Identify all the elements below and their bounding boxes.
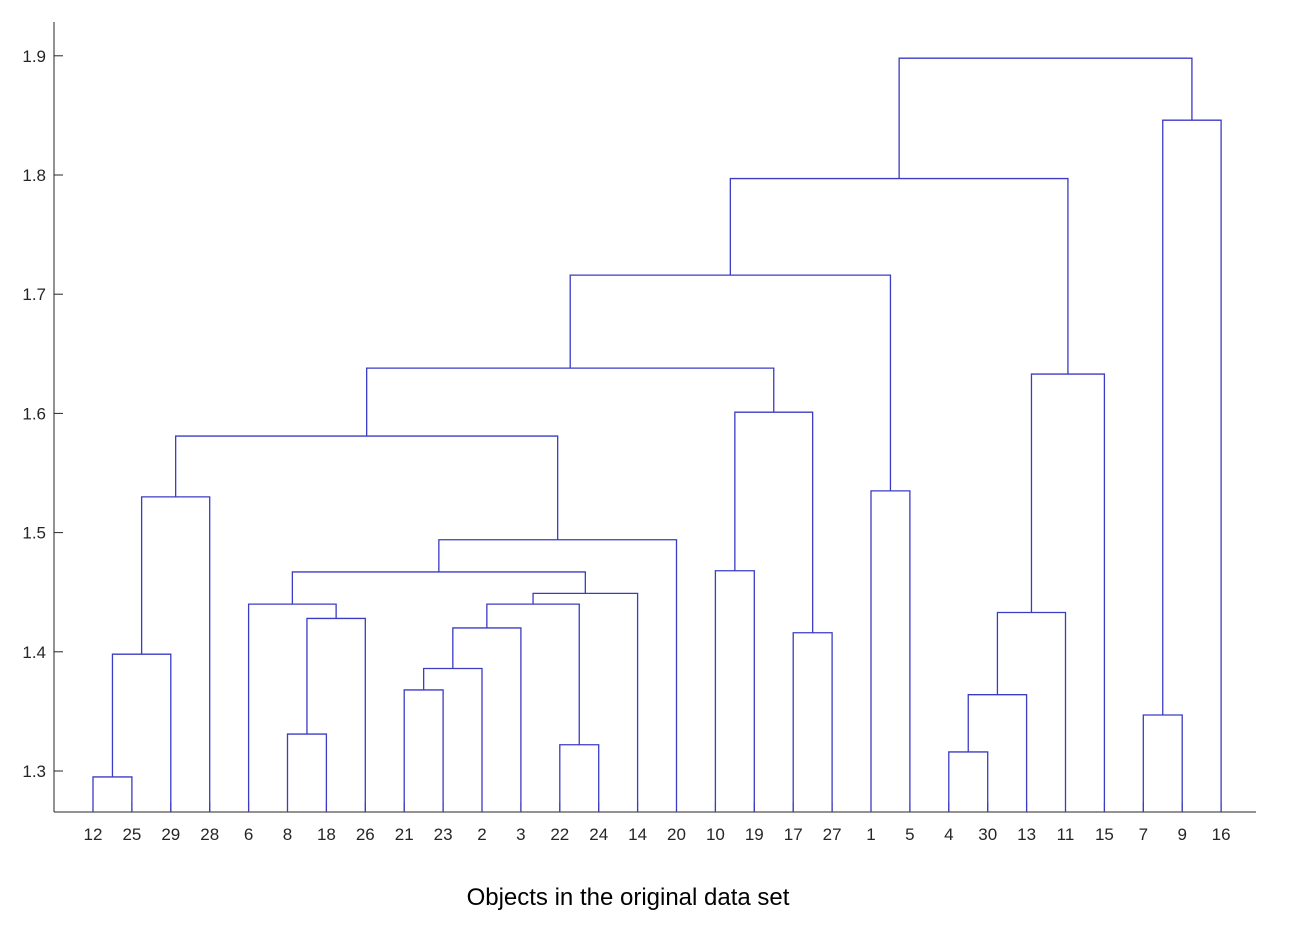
x-axis: 12 25 29 28 6 8 18 26 21 23 2 3 22 24 14 20 10 19 17 27 1 5 4 3… [54, 802, 1256, 844]
x-tick-label: 27 [823, 825, 842, 844]
dendrogram-link [996, 611, 1067, 812]
y-tick-label: 1.6 [22, 404, 46, 423]
x-tick-label: 24 [589, 825, 608, 844]
x-tick-label: 20 [667, 825, 686, 844]
x-tick-label: 7 [1139, 825, 1148, 844]
dendrogram-link [438, 539, 678, 812]
dendrogram-link [1142, 714, 1183, 812]
dendrogram-link [111, 653, 172, 812]
y-tick-label: 1.5 [22, 524, 46, 543]
y-tick-label: 1.7 [22, 285, 46, 304]
dendrogram-link [569, 274, 892, 491]
dendrogram-link [1030, 373, 1106, 812]
dendrogram-link [486, 603, 580, 745]
dendrogram-link [898, 57, 1193, 179]
x-tick-label: 23 [434, 825, 453, 844]
x-tick-label: 13 [1017, 825, 1036, 844]
dendrogram-link [967, 694, 1028, 812]
x-tick-label: 11 [1057, 825, 1075, 844]
x-tick-label: 8 [283, 825, 292, 844]
x-tick-label: 29 [161, 825, 180, 844]
x-tick-label: 26 [356, 825, 375, 844]
y-tick-label: 1.8 [22, 166, 46, 185]
y-tick-label: 1.9 [22, 47, 46, 66]
x-tick-label: 21 [395, 825, 414, 844]
x-tick-label: 6 [244, 825, 253, 844]
x-tick-label: 10 [706, 825, 725, 844]
x-axis-title: Objects in the original data set [466, 884, 790, 911]
y-tick-label: 1.4 [22, 643, 46, 662]
dendrogram-link [452, 627, 522, 812]
dendrogram-link [559, 744, 600, 812]
x-tick-label: 25 [122, 825, 141, 844]
dendrogram-link [1162, 119, 1222, 812]
x-tick-label: 17 [784, 825, 803, 844]
x-tick-label: 1 [866, 825, 875, 844]
x-tick-label: 18 [317, 825, 336, 844]
dendrogram-link [92, 776, 133, 812]
x-tick-label: 19 [745, 825, 764, 844]
dendrogram-link [532, 592, 639, 812]
x-tick-label: 14 [628, 825, 647, 844]
y-tick-label: 1.3 [22, 762, 46, 781]
x-tick-label: 2 [477, 825, 486, 844]
x-tick-label: 3 [516, 825, 525, 844]
x-tick-label: 22 [550, 825, 569, 844]
dendrogram-link [366, 367, 775, 437]
x-tick-label: 30 [978, 825, 997, 844]
x-tick-label: 9 [1177, 825, 1186, 844]
dendrogram-link [792, 632, 833, 812]
dendrogram-link [175, 435, 559, 540]
x-tick-label: 12 [84, 825, 103, 844]
dendrogram-link [948, 751, 989, 812]
x-tick-label: 5 [905, 825, 914, 844]
x-tick-label: 15 [1095, 825, 1114, 844]
dendrogram-link [729, 177, 1069, 375]
dendrogram-links [92, 57, 1222, 812]
dendrogram-link [714, 570, 755, 812]
dendrogram-link [247, 603, 337, 812]
dendrogram-link [734, 411, 814, 633]
dendrogram-link [286, 733, 328, 812]
dendrogram-link [291, 571, 586, 605]
dendrogram-link [403, 689, 444, 812]
x-tick-label: 28 [200, 825, 219, 844]
y-axis: 1.3 1.4 1.5 1.6 1.7 1.8 1.9 [22, 22, 63, 812]
dendrogram-link [870, 490, 911, 812]
x-tick-label: 16 [1212, 825, 1231, 844]
dendrogram-link [306, 617, 366, 812]
x-tick-label: 4 [944, 825, 953, 844]
